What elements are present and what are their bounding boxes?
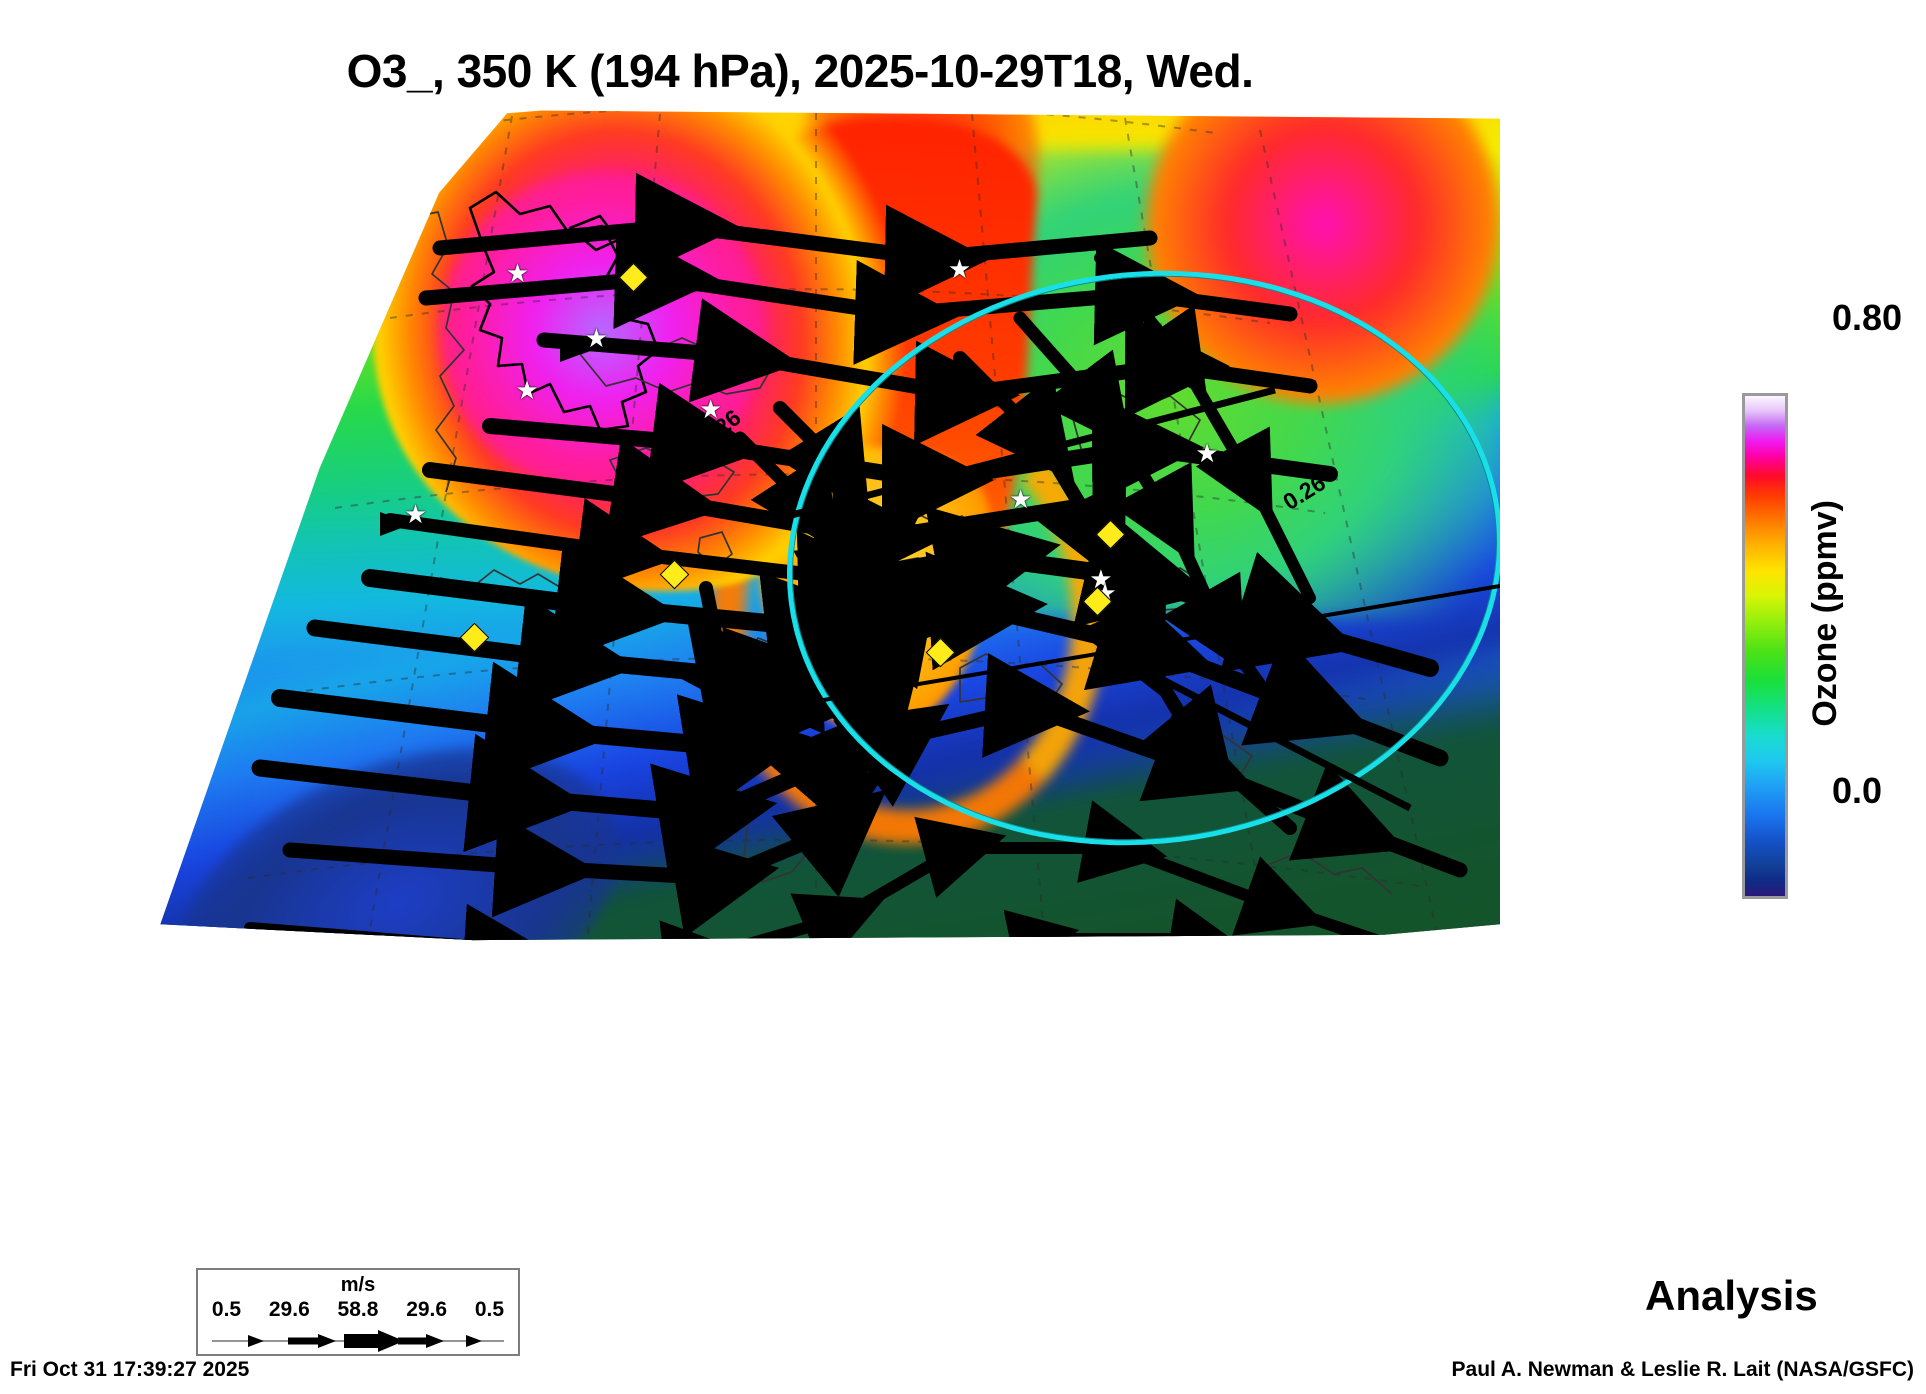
- station-star-marker: ★: [698, 394, 723, 425]
- colorbar-max-label: 0.80: [1832, 297, 1903, 338]
- station-star-marker: ★: [1195, 437, 1219, 468]
- ozone-map-panel[interactable]: 0.26 0.26 ★ ★ ★ ★ ★ ★ ★ ★ ★ ★: [140, 108, 1500, 1168]
- wind-value-3: 29.6: [406, 1298, 448, 1321]
- station-star-marker: ★: [403, 499, 428, 530]
- wind-value-4: 0.5: [474, 1298, 505, 1321]
- orbit-track-lines: [779, 386, 1500, 812]
- station-star-marker: ★: [515, 375, 539, 406]
- ozone-colorbar: [1742, 393, 1788, 899]
- station-star-marker: ★: [584, 323, 609, 354]
- wind-speed-legend: m/s 0.5 29.6 58.8 29.6 0.5: [196, 1268, 520, 1356]
- generation-timestamp: Fri Oct 31 17:39:27 2025: [10, 1358, 250, 1381]
- station-star-marker: ★: [1089, 563, 1113, 594]
- colorbar-axis-label: Ozone (ppmv): [1806, 500, 1844, 727]
- wind-value-labels: 0.5 29.6 58.8 29.6 0.5: [198, 1298, 518, 1322]
- wind-value-0: 0.5: [211, 1298, 242, 1321]
- wind-value-1: 29.6: [268, 1298, 310, 1321]
- wind-arrow-scale: [212, 1330, 504, 1352]
- station-star-marker: ★: [1009, 484, 1033, 515]
- map-projection-clip: 0.26 0.26 ★ ★ ★ ★ ★ ★ ★ ★ ★ ★: [160, 110, 1500, 941]
- author-credit: Paul A. Newman & Leslie R. Lait (NASA/GS…: [1451, 1358, 1914, 1381]
- page-title: O3_, 350 K (194 hPa), 2025-10-29T18, Wed…: [346, 45, 1254, 97]
- analysis-label: Analysis: [1645, 1272, 1818, 1319]
- wind-value-2: 58.8: [337, 1298, 379, 1321]
- station-star-marker: ★: [947, 254, 972, 285]
- station-star-marker: ★: [505, 257, 530, 288]
- wind-units-label: m/s: [340, 1274, 376, 1296]
- colorbar-group: [1742, 393, 1788, 899]
- colorbar-min-label: 0.0: [1832, 770, 1883, 811]
